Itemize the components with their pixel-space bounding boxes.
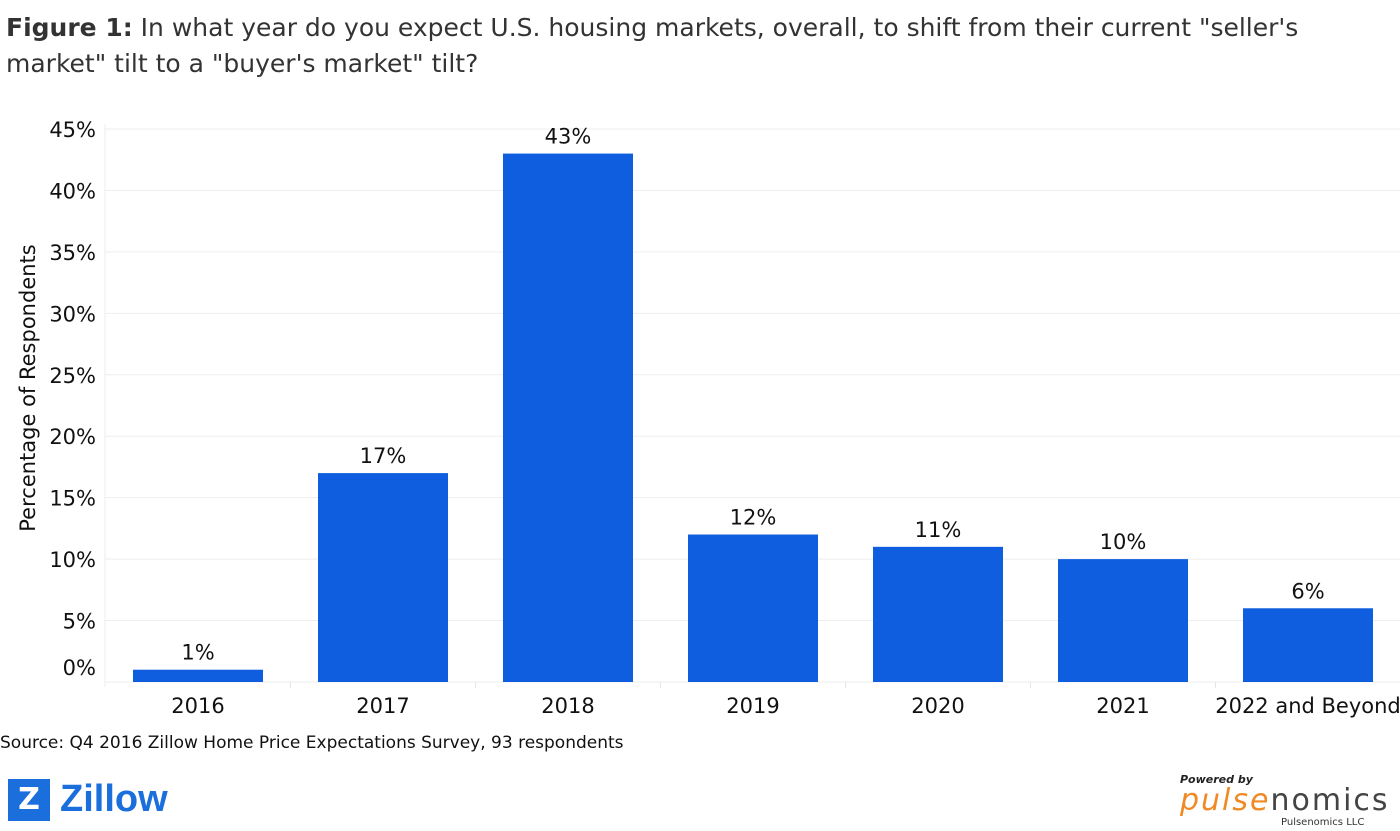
bar	[873, 546, 1003, 682]
pulse-wordmark: pulse	[1180, 783, 1271, 818]
pulsenomics-logo: Powered by pulsenomics Pulsenomics LLC	[1180, 773, 1400, 828]
data-label: 12%	[730, 506, 777, 530]
bar	[503, 153, 633, 683]
data-label: 43%	[545, 125, 592, 149]
bar	[1243, 608, 1373, 682]
x-tick-label: 2019	[726, 694, 779, 718]
bars	[133, 153, 1373, 683]
x-tick-label: 2018	[541, 694, 594, 718]
y-axis-label: Percentage of Respondents	[16, 244, 40, 531]
y-tick-label: 0%	[63, 656, 96, 680]
chart-title: Figure 1: In what year do you expect U.S…	[6, 10, 1400, 82]
y-tick-label: 40%	[49, 179, 96, 203]
bar	[688, 534, 818, 682]
pulsenomics-llc-text: Pulsenomics LLC	[1281, 817, 1365, 828]
source-note: Source: Q4 2016 Zillow Home Price Expect…	[0, 733, 624, 753]
data-label: 6%	[1291, 579, 1324, 603]
y-tick-label: 5%	[63, 610, 96, 634]
figure-label: Figure 1:	[6, 13, 133, 42]
y-tick-label: 35%	[49, 241, 96, 265]
y-tick-label: 10%	[49, 548, 96, 572]
y-tick-label: 15%	[49, 487, 96, 511]
data-label: 17%	[360, 444, 407, 468]
data-labels: 1% 17% 43% 12% 11% 10% 6%	[181, 125, 1324, 665]
x-tick-label: 2016	[171, 694, 224, 718]
data-label: 1%	[181, 641, 214, 665]
x-tick-label: 2017	[356, 694, 409, 718]
data-label: 11%	[915, 518, 962, 542]
zillow-wordmark: Zillow	[60, 778, 168, 820]
y-tick-label: 25%	[49, 364, 96, 388]
y-tick-label: 30%	[49, 302, 96, 326]
x-tick-label: 2022 and Beyond	[1215, 694, 1400, 718]
powered-by-text: Powered by	[1180, 773, 1253, 786]
zillow-logo: Z Zillow	[8, 778, 168, 821]
x-axis-ticks: 2016 2017 2018 2019 2020 2021 2022 and Beyond	[171, 694, 1400, 718]
title-text: In what year do you expect U.S. housing …	[6, 13, 1299, 78]
bar	[318, 473, 448, 682]
bar	[133, 669, 263, 682]
nomics-wordmark: nomics	[1270, 783, 1390, 818]
y-tick-label: 45%	[49, 118, 96, 142]
data-label: 10%	[1100, 530, 1147, 554]
bar	[1058, 559, 1188, 682]
x-tick-label: 2021	[1096, 694, 1149, 718]
x-tick-label: 2020	[911, 694, 964, 718]
y-tick-label: 20%	[49, 425, 96, 449]
zillow-z-icon: Z	[8, 778, 50, 821]
y-axis-ticks: 0% 5% 10% 15% 20% 25% 30% 35% 40% 45%	[49, 118, 96, 680]
